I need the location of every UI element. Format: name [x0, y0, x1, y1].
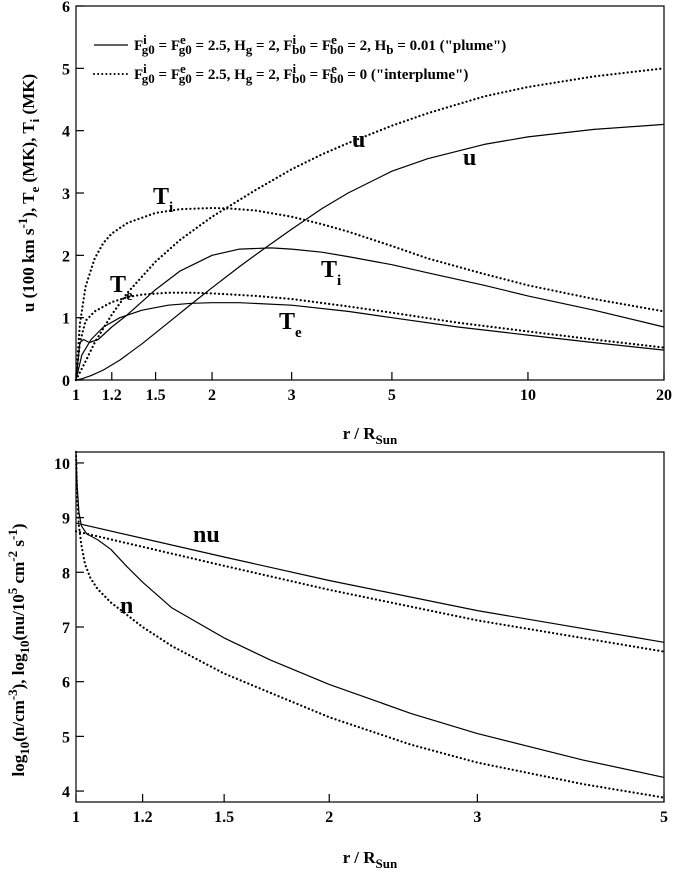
top-series-ti-interplume [74, 206, 666, 382]
label-ti-interplume: Ti [153, 184, 173, 216]
bottom-x-tick-label: 1.5 [214, 809, 234, 826]
bottom-series-nu-plume [75, 522, 665, 643]
legend-plume-text: Fi g0 = Fe g0 = 2.5, Hg = 2, Fi b0 = Fe b0 =… [134, 32, 506, 57]
top-x-axis-title: r / RSun [343, 424, 398, 447]
label-n: n [120, 593, 133, 619]
top-series-te-plume [75, 302, 665, 381]
bottom-y-tick-label: 7 [62, 620, 70, 637]
top-series-u-interplume [74, 67, 666, 382]
bottom-y-tick-label: 10 [54, 456, 70, 473]
label-te-plume: Te [279, 309, 302, 341]
bottom-y-tick-label: 6 [62, 675, 70, 692]
bottom-x-tick-label: 1 [72, 809, 80, 826]
bottom-y-axis-title: log10(n/cm-3), log10(nu/105 cm-2 s-1) [5, 523, 32, 776]
label-u-plume: u [463, 145, 476, 171]
top-y-axis-title: u (100 km s-1), Te (MK), Ti (MK) [15, 74, 42, 312]
top-x-tick-label: 10 [520, 387, 536, 404]
top-x-tick-label: 1 [72, 387, 80, 404]
top-y-tick-label: 2 [62, 248, 70, 265]
top-x-tick-label: 20 [656, 387, 672, 404]
legend: Fi g0 = Fe g0 = 2.5, Hg = 2, Fi b0 = Fe b0 =… [93, 32, 506, 86]
top-y-tick-label: 0 [62, 373, 70, 390]
legend-interplume-text: Fi g0 = Fe g0 = 2.5, Hg = 2, Fi b0 = Fe b0 =… [134, 61, 468, 86]
top-y-tick-label: 1 [62, 311, 70, 328]
top-y-tick-label: 5 [62, 61, 70, 78]
top-y-tick-label: 4 [62, 124, 70, 141]
bottom-curves [74, 450, 666, 799]
bottom-series-n-plume [75, 451, 665, 778]
bottom-x-tick-label: 3 [473, 809, 481, 826]
top-x-tick-label: 1.5 [146, 387, 166, 404]
top-x-tick-label: 3 [288, 387, 296, 404]
bottom-panel: 1 1.2 1.5 2 3 5 4 5 6 7 8 9 10 nu n r / RSun log10(n… [5, 450, 668, 871]
top-y-tick-label: 6 [62, 0, 70, 16]
top-x-tick-label: 2 [208, 387, 216, 404]
bottom-y-tick-label: 9 [62, 511, 70, 528]
bottom-x-tick-label: 5 [660, 809, 668, 826]
label-u-interplume: u [352, 127, 365, 153]
top-series-u-plume [75, 123, 665, 381]
top-y-tick-label: 3 [62, 186, 70, 203]
bottom-y-tick-label: 5 [62, 729, 70, 746]
top-x-tick-label: 1.2 [102, 387, 122, 404]
bottom-y-tick-label: 4 [62, 784, 70, 801]
bottom-x-tick-label: 1.2 [133, 809, 153, 826]
label-ti-plume: Ti [321, 257, 341, 289]
bottom-axis-ticks: 1 1.2 1.5 2 3 5 4 5 6 7 8 9 10 [54, 456, 668, 826]
label-te-interplume: Te [110, 272, 133, 304]
top-series-ti-plume [75, 247, 665, 381]
bottom-y-tick-label: 8 [62, 565, 70, 582]
label-nu: nu [193, 522, 220, 548]
bottom-x-tick-label: 2 [325, 809, 333, 826]
bottom-series-nu-interplume [74, 530, 666, 653]
bottom-x-axis-title: r / RSun [343, 848, 398, 871]
top-curves [74, 67, 666, 382]
top-x-tick-label: 5 [388, 387, 396, 404]
top-series-te-interplume [74, 291, 666, 382]
bottom-series-n-interplume [74, 450, 666, 799]
